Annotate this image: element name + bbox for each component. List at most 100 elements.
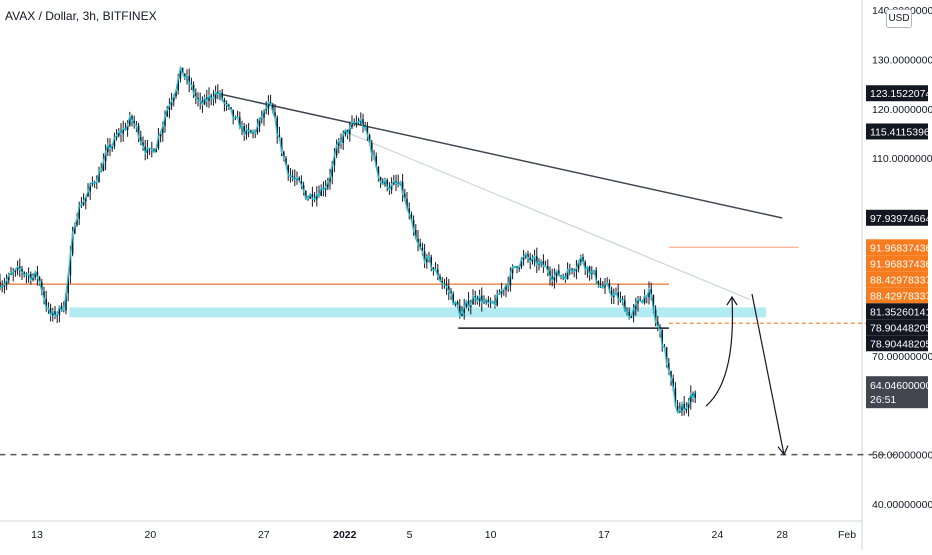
support-zone[interactable]: [69, 307, 766, 318]
candle-body: [36, 271, 39, 278]
candle-body: [0, 281, 1, 288]
candle-body: [558, 270, 560, 276]
candle-body: [426, 256, 428, 263]
candle-body: [67, 275, 69, 294]
price-label-text: 91.96837436: [870, 242, 931, 254]
candle-body: [269, 102, 272, 105]
candle-body: [474, 296, 476, 299]
candle-body: [210, 95, 212, 99]
price-label: [866, 271, 928, 288]
candle-body: [195, 93, 197, 98]
candle-body: [221, 92, 223, 100]
y-tick-label: 50.00000000: [872, 450, 932, 462]
candle-body: [217, 91, 219, 95]
candle-body: [520, 259, 523, 267]
candle-body: [613, 294, 615, 297]
candle-body: [188, 75, 190, 84]
candle-body: [335, 145, 338, 156]
candle-body: [624, 300, 626, 312]
candle-body: [408, 208, 410, 215]
candle-body: [566, 269, 569, 280]
candle-body: [674, 387, 677, 406]
candle-body: [582, 257, 584, 263]
candle-body: [406, 198, 408, 209]
candle-body: [179, 67, 182, 79]
candle-body: [164, 116, 166, 126]
candle-body: [272, 104, 274, 113]
bar-countdown-text: 26:51: [870, 394, 896, 406]
y-tick-label: 110.00000000: [872, 153, 932, 165]
candle-body: [122, 128, 124, 134]
candle-body: [137, 125, 140, 138]
candle-body: [522, 256, 525, 260]
candle-body: [38, 277, 41, 283]
candle-body: [461, 312, 463, 317]
candle-body: [298, 177, 300, 182]
candle-body: [412, 220, 415, 231]
candle-body: [333, 155, 336, 166]
candle-body: [159, 132, 162, 137]
candle-body: [595, 270, 597, 281]
candle-body: [683, 403, 685, 411]
x-tick-label: 24: [712, 529, 724, 541]
candle-body: [685, 407, 688, 411]
candle-body: [608, 283, 611, 291]
candle-body: [465, 300, 468, 307]
candle-body: [542, 261, 545, 267]
candle-body: [129, 116, 131, 126]
candle-body: [401, 181, 404, 194]
candle-body: [78, 205, 80, 219]
price-label: [866, 335, 928, 352]
candle-body: [432, 267, 435, 271]
price-label-text: 115.41153962: [870, 126, 932, 138]
candle-body: [487, 299, 490, 304]
candle-body: [69, 253, 72, 276]
candle-body: [342, 134, 344, 143]
candle-body: [104, 152, 107, 162]
candle-body: [58, 306, 61, 316]
candle-body: [265, 108, 267, 111]
candle-body: [278, 135, 281, 138]
candle-body: [146, 148, 149, 153]
candle-body: [527, 254, 529, 258]
candle-body: [170, 101, 173, 106]
candle-body: [549, 271, 551, 278]
candle-body: [395, 181, 397, 184]
candle-body: [637, 299, 639, 304]
candle-body: [60, 306, 63, 311]
candle-body: [604, 284, 606, 288]
candle-body: [580, 257, 582, 262]
candle-body: [316, 194, 318, 200]
candle-body: [496, 294, 498, 306]
candle-body: [575, 268, 578, 272]
currency-badge[interactable]: USD: [886, 9, 912, 28]
candle-body: [87, 191, 89, 197]
candle-body: [386, 180, 388, 188]
candle-body: [661, 329, 663, 346]
y-tick-label: 130.00000000: [872, 54, 932, 66]
falling-trendline[interactable]: [215, 92, 783, 219]
candle-body: [85, 196, 87, 202]
candle-body: [676, 405, 679, 413]
candle-body: [628, 311, 630, 318]
candle-body: [126, 125, 129, 130]
candle-body: [52, 311, 54, 316]
candle-body: [302, 185, 305, 191]
candle-body: [617, 292, 619, 300]
candle-body: [214, 91, 217, 99]
candle-body: [102, 161, 105, 172]
light-trendline[interactable]: [344, 130, 751, 301]
candle-body: [509, 273, 512, 286]
candle-body: [91, 182, 94, 185]
candle-body: [228, 104, 230, 108]
candle-body: [173, 96, 175, 102]
price-label-text: 78.90448205: [870, 338, 931, 350]
candle-body: [192, 84, 195, 94]
candle-body: [368, 135, 371, 143]
candle-body: [74, 224, 76, 234]
candle-body: [115, 135, 118, 138]
bounce-arrow[interactable]: [705, 297, 734, 407]
drop-arrow[interactable]: [751, 293, 785, 455]
